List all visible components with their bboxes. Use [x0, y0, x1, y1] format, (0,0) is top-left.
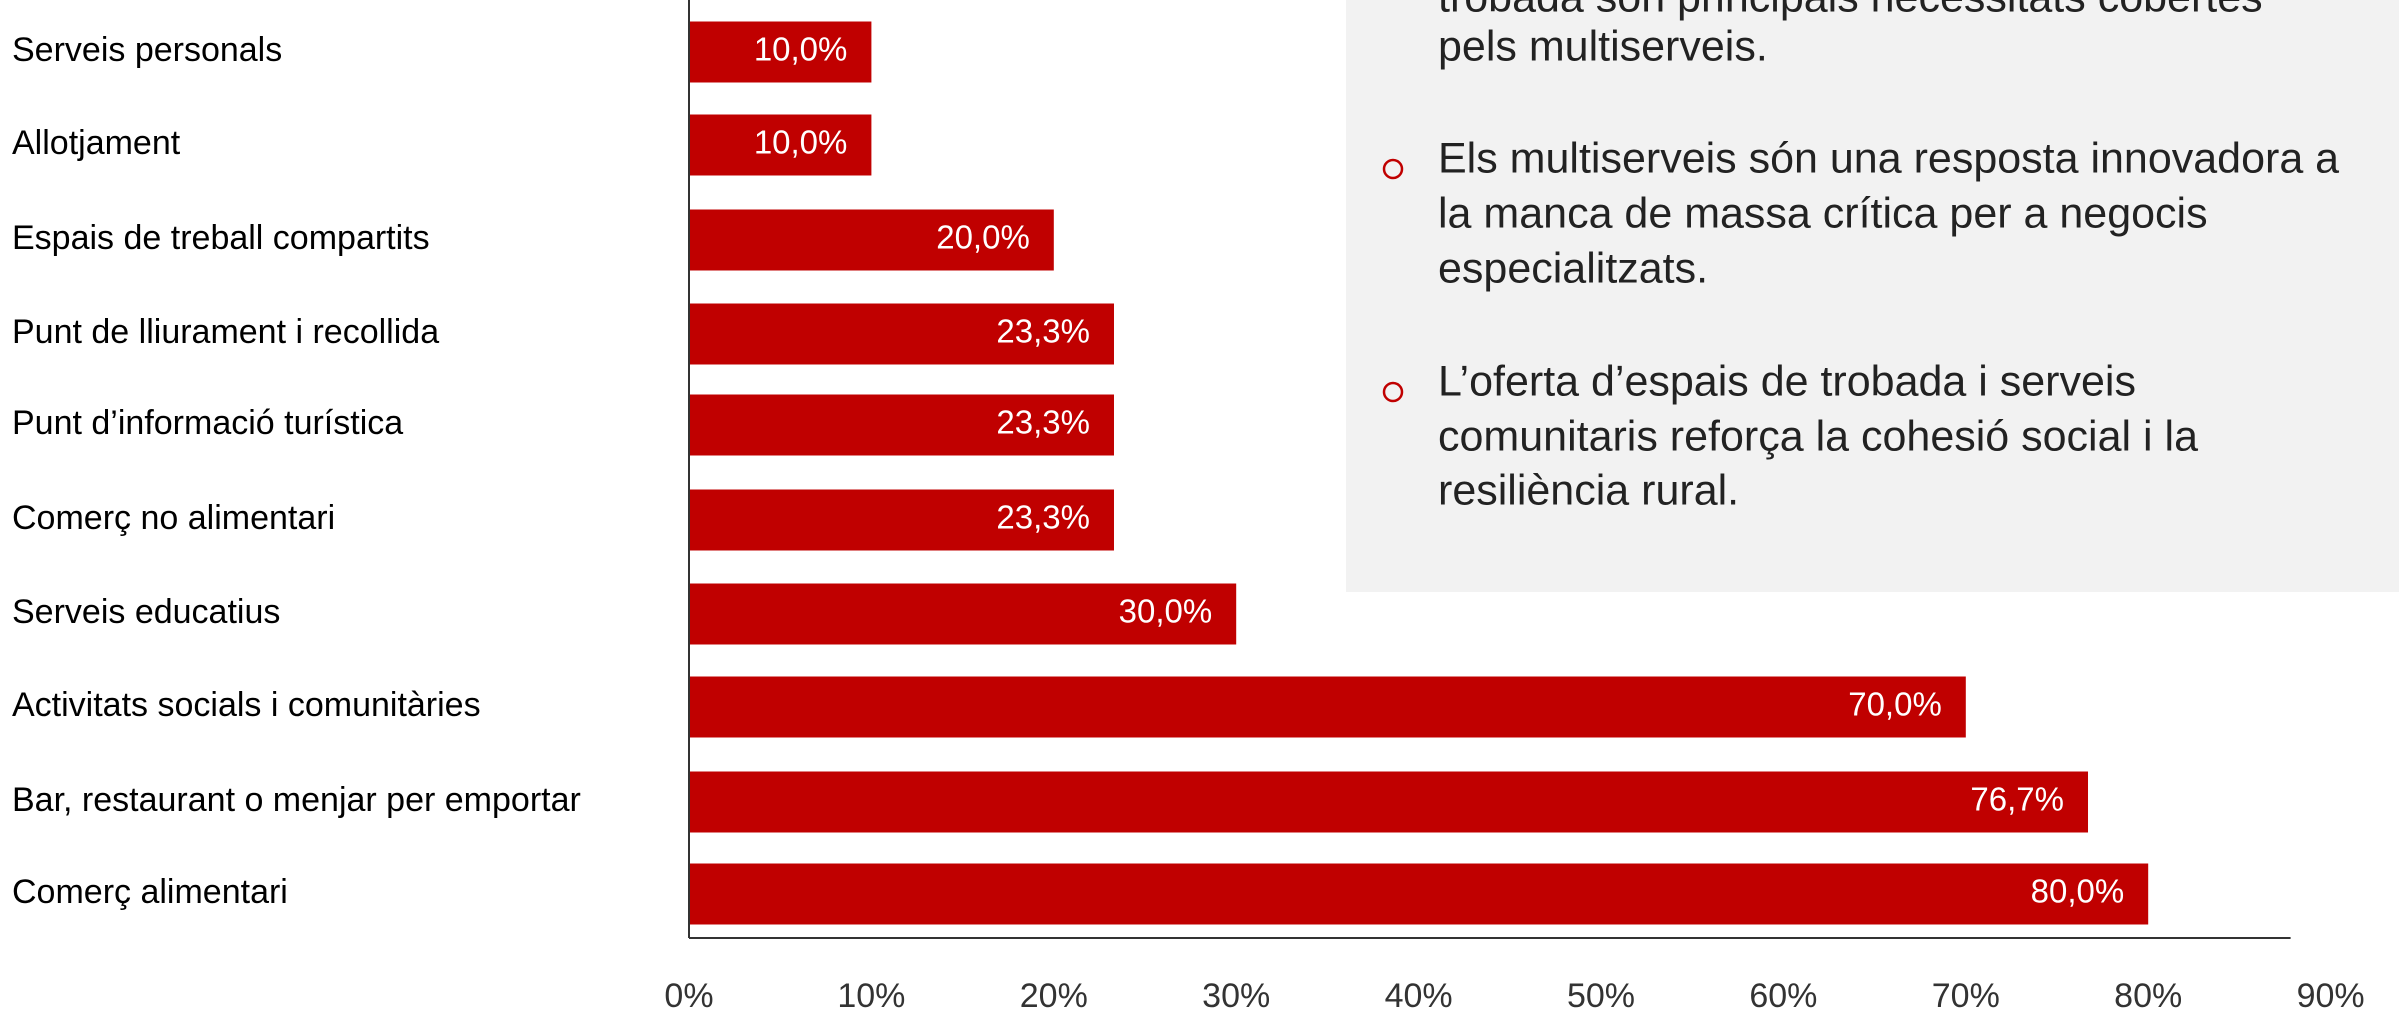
- bar: [689, 303, 1114, 365]
- x-tick-label: 70%: [1932, 977, 2000, 1015]
- bar: [689, 114, 872, 176]
- text-box-line: trobada són principals necessitats cober…: [1438, 0, 2263, 21]
- bullet: [1382, 158, 1404, 180]
- bar: [689, 676, 1966, 738]
- value-label: 80,0%: [2031, 873, 2125, 910]
- bar: [689, 863, 2149, 925]
- x-tick-label: 10%: [837, 977, 905, 1015]
- x-tick-label: 40%: [1385, 977, 1453, 1015]
- bar: [689, 489, 1114, 551]
- value-label: 23,3%: [996, 499, 1090, 536]
- value-label: 10,0%: [754, 31, 848, 68]
- x-tick-label: 20%: [1020, 977, 1088, 1015]
- bar: [689, 21, 872, 83]
- value-label: 23,3%: [996, 313, 1090, 350]
- category-label: Bar, restaurant o menjar per emportar: [12, 781, 581, 819]
- text-box-line: pels multiserveis.: [1438, 22, 1768, 70]
- x-tick-label: 30%: [1202, 977, 1270, 1015]
- value-label: 70,0%: [1848, 686, 1942, 723]
- value-label: 76,7%: [1970, 781, 2064, 818]
- bullet: [1382, 381, 1404, 403]
- category-label: Allotjament: [12, 124, 181, 162]
- text-box: [1346, 0, 2399, 592]
- category-label: Comerç alimentari: [12, 873, 288, 911]
- x-tick-label: 50%: [1567, 977, 1635, 1015]
- bar: [689, 771, 2089, 833]
- text-box-line: resiliència rural.: [1438, 466, 1739, 514]
- text-box-line: Els multiserveis són una resposta innova…: [1438, 134, 2339, 182]
- category-label: Serveis educatius: [12, 593, 280, 631]
- category-label: Espais de treball compartits: [12, 219, 430, 257]
- x-tick-label: 0%: [664, 977, 713, 1015]
- category-label: Punt de lliurament i recollida: [12, 313, 439, 351]
- x-tick-label: 60%: [1749, 977, 1817, 1015]
- category-label: Serveis personals: [12, 31, 282, 69]
- x-tick-label: 90%: [2297, 977, 2365, 1015]
- text-box-line: especialitzats.: [1438, 244, 1708, 292]
- value-label: 30,0%: [1119, 593, 1213, 630]
- text-box-line: la manca de massa crítica per a negocis: [1438, 189, 2208, 237]
- value-label: 23,3%: [996, 404, 1090, 441]
- x-tick-label: 80%: [2114, 977, 2182, 1015]
- value-label: 10,0%: [754, 124, 848, 161]
- value-label: 20,0%: [936, 219, 1030, 256]
- category-label: Activitats socials i comunitàries: [12, 686, 481, 724]
- bar: [689, 394, 1114, 456]
- text-box-line: L’oferta d’espais de trobada i serveis: [1438, 357, 2136, 405]
- bar: [689, 209, 1054, 271]
- bar: [689, 583, 1237, 645]
- category-label: Punt d’informació turística: [12, 404, 403, 442]
- text-box-line: comunitaris reforça la cohesió social i …: [1438, 412, 2198, 460]
- category-label: Comerç no alimentari: [12, 499, 335, 537]
